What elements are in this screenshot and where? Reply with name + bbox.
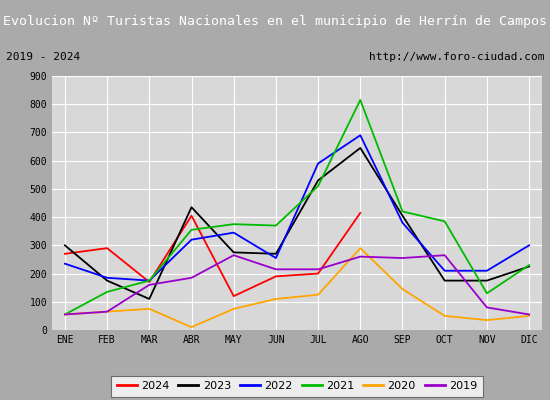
- Text: Evolucion Nº Turistas Nacionales en el municipio de Herrín de Campos: Evolucion Nº Turistas Nacionales en el m…: [3, 14, 547, 28]
- Legend: 2024, 2023, 2022, 2021, 2020, 2019: 2024, 2023, 2022, 2021, 2020, 2019: [111, 376, 483, 397]
- Text: 2019 - 2024: 2019 - 2024: [6, 52, 80, 62]
- Text: http://www.foro-ciudad.com: http://www.foro-ciudad.com: [369, 52, 544, 62]
